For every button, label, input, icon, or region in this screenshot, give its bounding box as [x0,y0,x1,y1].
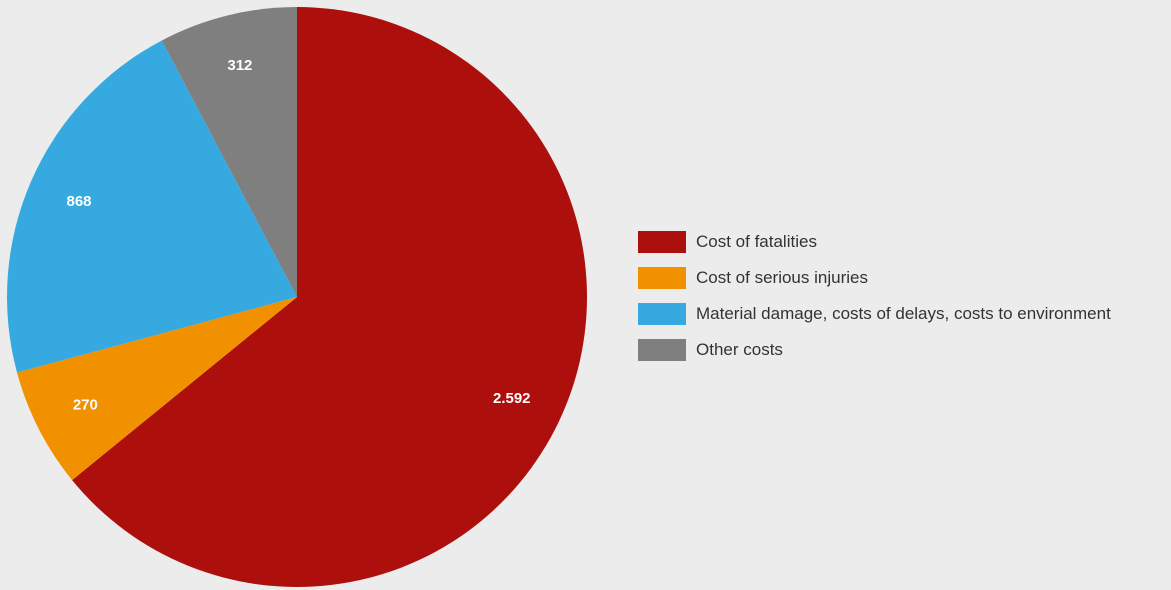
pie-slices [7,7,587,587]
pie-chart: 2.592 270 868 312 [7,7,587,587]
legend-item-material-damage: Material damage, costs of delays, costs … [638,300,1111,327]
legend-label: Cost of serious injuries [696,267,868,287]
pie-value-label-3: 312 [227,57,252,74]
pie-value-labels: 2.592 270 868 312 [67,57,531,413]
pie-slice-0 [72,7,587,587]
legend-label: Other costs [696,339,783,359]
legend-swatch [638,338,686,361]
legend-item-fatalities: Cost of fatalities [638,228,1111,255]
legend-item-other-costs: Other costs [638,336,1111,363]
legend-label: Cost of fatalities [696,231,817,251]
pie-value-label-0: 2.592 [493,390,531,407]
legend-label: Material damage, costs of delays, costs … [696,303,1111,323]
legend-swatch [638,230,686,253]
pie-slice-2 [7,40,298,373]
pie-slice-3 [161,7,297,297]
legend-item-serious-injuries: Cost of serious injuries [638,264,1111,291]
pie-slice-1 [17,297,298,481]
legend-swatch [638,266,686,289]
pie-value-label-2: 868 [67,193,92,210]
legend-swatch [638,302,686,325]
chart-legend: Cost of fatalities Cost of serious injur… [638,228,1111,372]
pie-value-label-1: 270 [73,396,98,413]
